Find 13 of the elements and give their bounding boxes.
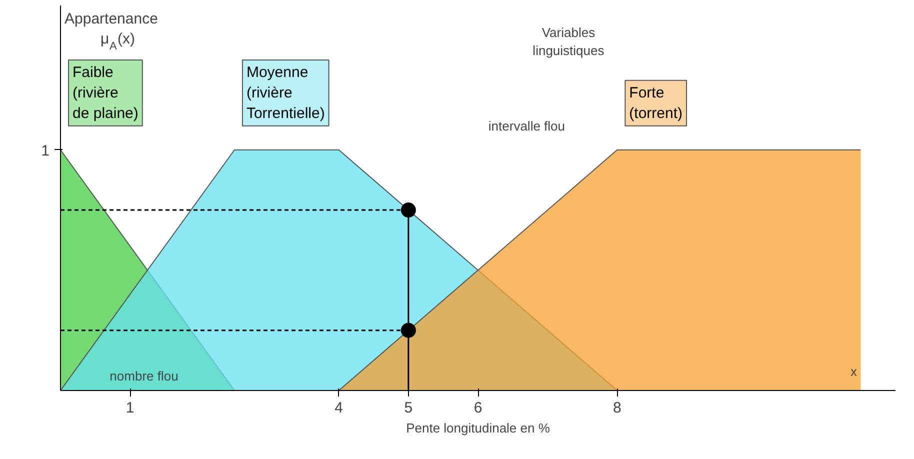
annotation: nombre flou [110, 368, 178, 384]
x-tick-label: 6 [474, 400, 482, 416]
annotation: Variables linguistiques [532, 25, 605, 58]
x-tick-label: 1 [126, 400, 134, 416]
x-axis-title: Pente longitudinale en % [406, 420, 550, 436]
series-label: Forte (torrent) [629, 84, 683, 122]
x-tick-label: 8 [612, 400, 622, 416]
annotation: x [850, 364, 858, 379]
text: Faible (rivière de plaine) [72, 64, 138, 122]
x-tick-label: 4 [334, 400, 344, 416]
series-label: Moyenne (rivière Torrentielle) [246, 64, 325, 122]
x-tick-label: 5 [404, 400, 413, 416]
annotation: intervalle flou [488, 118, 566, 134]
